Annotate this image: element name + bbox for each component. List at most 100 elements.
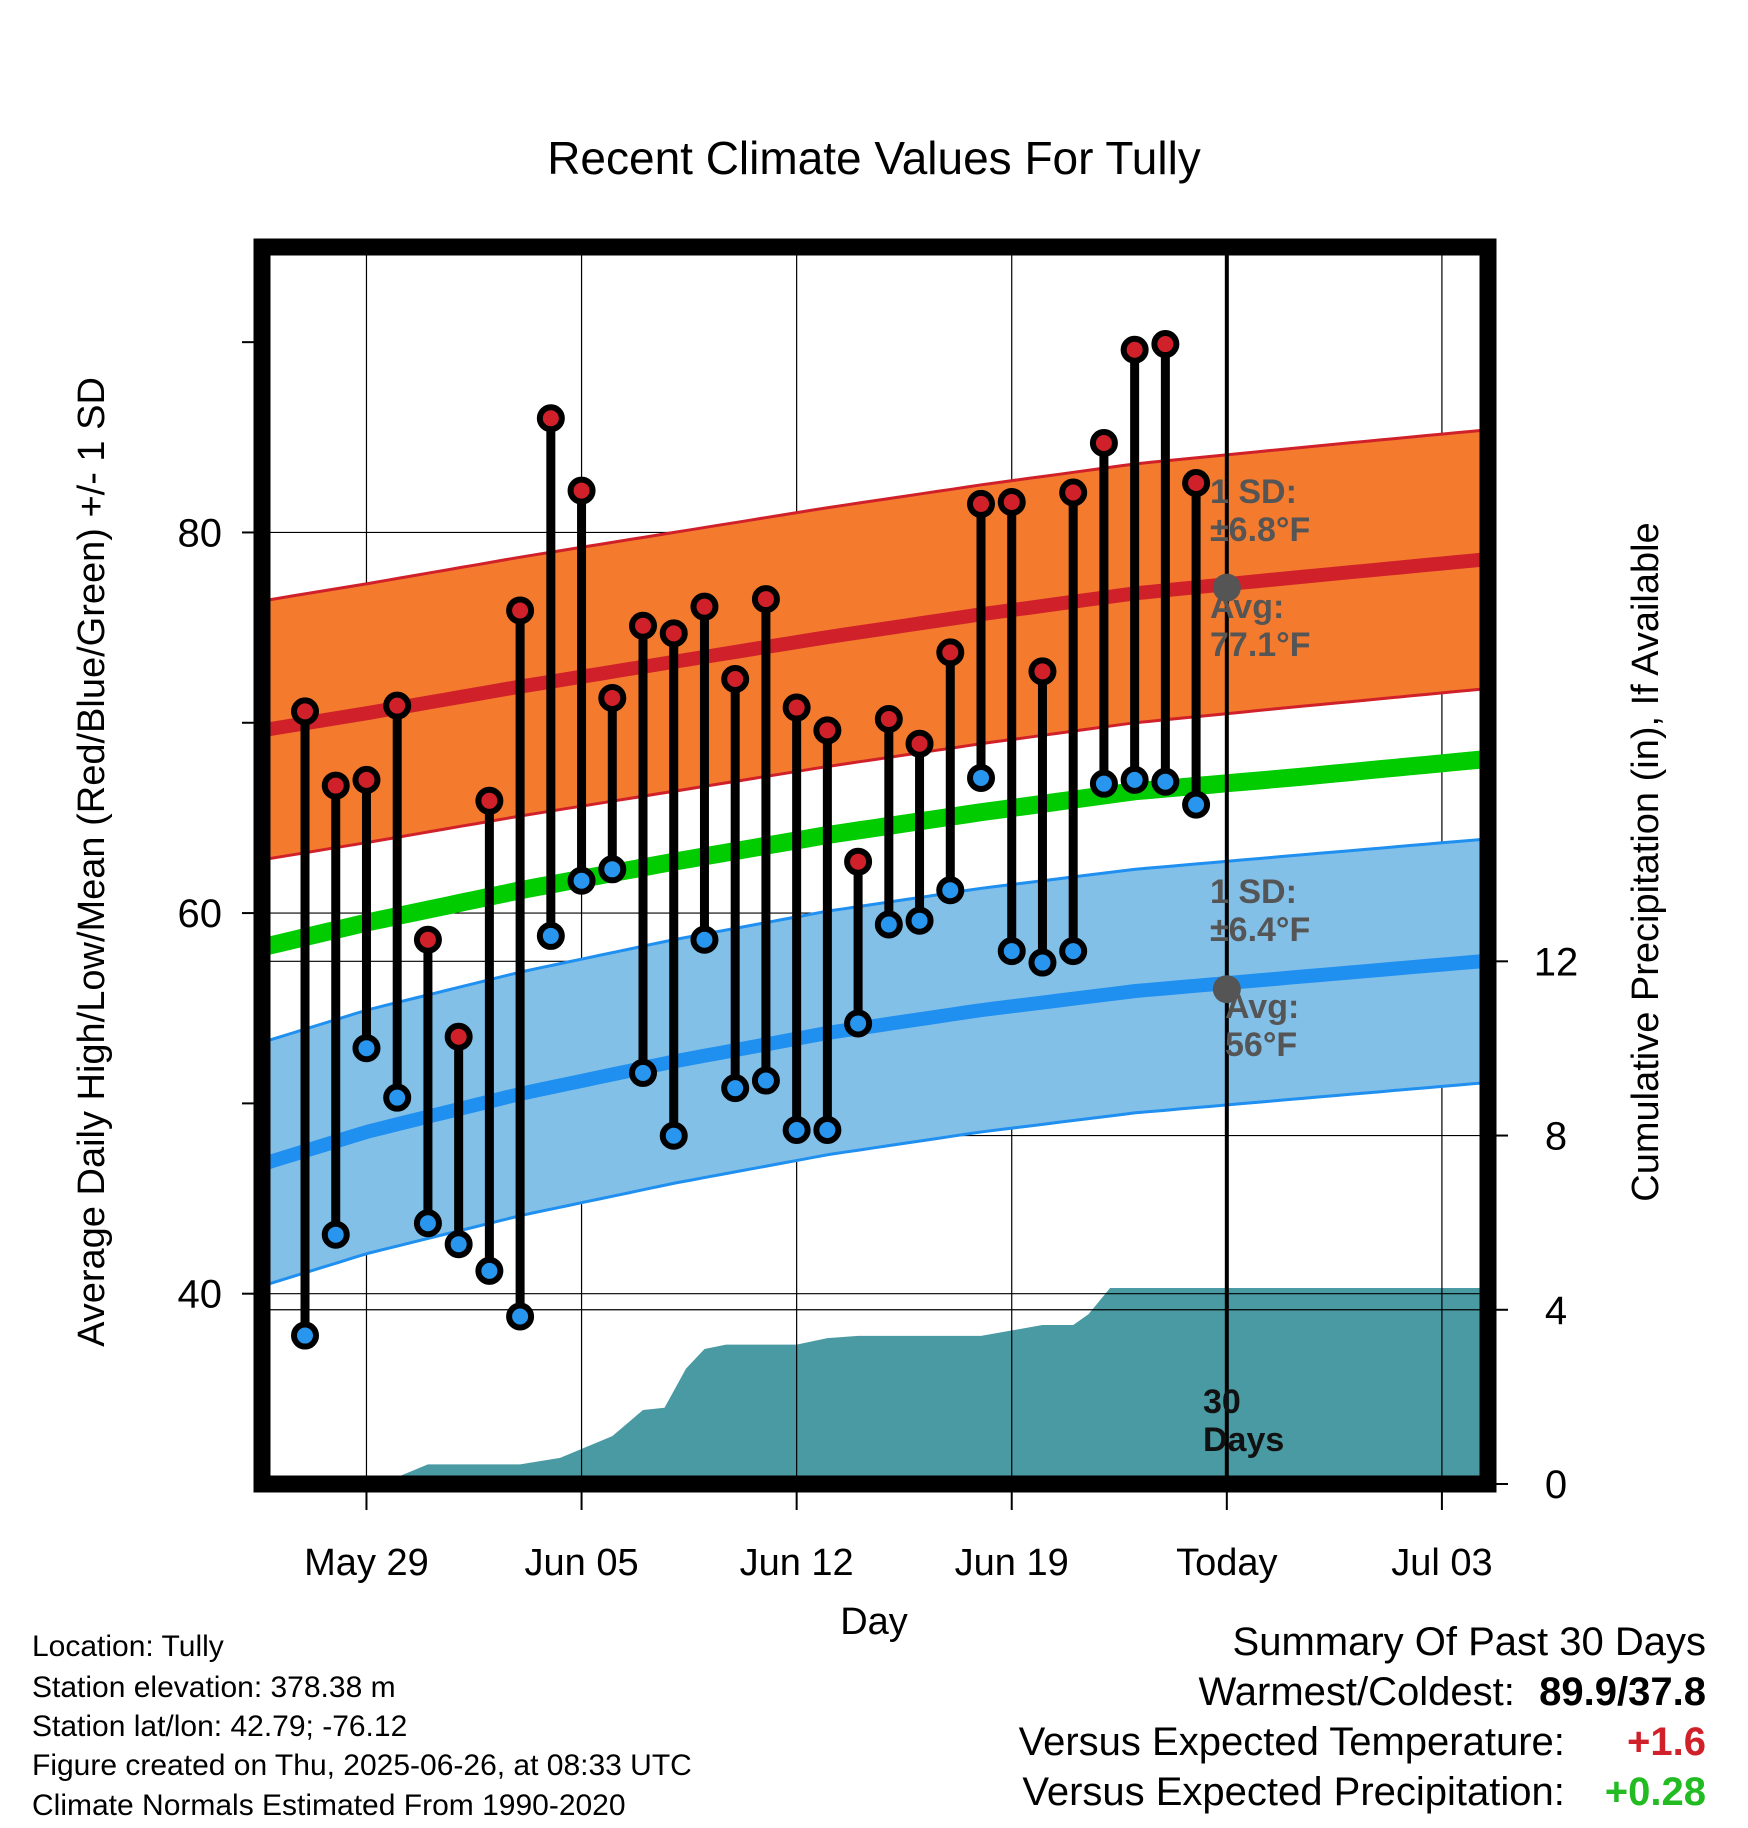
y2-tick-label: 0 [1545,1463,1567,1507]
high-sd-annotation: 1 SD: ±6.8°F [1210,473,1310,549]
daily-low-point [444,1230,473,1259]
y2-tick-label: 4 [1545,1289,1567,1333]
daily-low-point [321,1220,350,1249]
y2-axis-label: Cumulative Precipitation (in), If Availa… [1625,522,1667,1201]
high-normal-lower-edge [262,687,1488,862]
daily-high-point [967,489,996,518]
daily-high-point [291,697,320,726]
x-axis-label: Day [840,1601,908,1643]
summary-precip: Versus Expected Precipitation: +0.28 [1022,1770,1706,1815]
y-tick-label: 40 [178,1273,223,1317]
temp-value: +1.6 [1627,1720,1706,1764]
summary-warm-cold: Warmest/Coldest: 89.9/37.8 [1199,1670,1707,1715]
high-avg-annotation: Avg: 77.1°F [1210,588,1311,664]
daily-low-point [659,1121,688,1150]
plot-content: 1 SD: ±6.8°F Avg: 77.1°F 1 SD: ±6.4°F Avg: 56°F… [262,247,1488,1484]
daily-low-point [506,1302,535,1331]
high-normal-band [262,429,1488,860]
daily-low-point [413,1209,442,1238]
x-tick-label: Jul 03 [1391,1542,1492,1584]
daily-low-point [291,1321,320,1350]
chart-title: Recent Climate Values For Tully [547,132,1201,184]
warm-cold-label: Warmest/Coldest: [1198,1670,1515,1714]
high-normal-mean-line [262,552,1488,738]
y-tick-label: 80 [178,511,223,555]
daily-high-point [1089,429,1118,458]
daily-low-point [997,937,1026,966]
temp-label: Versus Expected Temperature: [1018,1720,1565,1764]
daily-high-point [1120,335,1149,364]
daily-high-point [1182,468,1211,497]
daily-high-point [1028,657,1057,686]
daily-high-point [536,404,565,433]
daily-low-point [967,763,996,792]
daily-high-point [844,847,873,876]
daily-low-point [567,866,596,895]
daily-high-point [905,729,934,758]
footer-latlon: Station lat/lon: 42.79; -76.12 [32,1710,408,1743]
daily-low-point [690,925,719,954]
daily-high-point [1151,330,1180,359]
daily-low-point [874,910,903,939]
today-high-avg-marker [1212,573,1241,602]
footer-elevation: Station elevation: 378.38 m [32,1671,396,1704]
daily-high-point [813,716,842,745]
daily-low-point [1089,769,1118,798]
daily-high-point [506,596,535,625]
daily-high-point [352,765,381,794]
x-tick-label: Jun 05 [525,1542,639,1584]
daily-high-point [321,771,350,800]
footer-created: Figure created on Thu, 2025-06-26, at 08… [32,1749,692,1782]
today-window-annotation: 30 Days [1203,1383,1284,1459]
x-tick-label: Jun 12 [740,1542,854,1584]
low-normal-band [262,838,1488,1287]
plot-area: 1 SD: ±6.8°F Avg: 77.1°F 1 SD: ±6.4°F Avg: 56°F… [178,238,1579,1584]
daily-high-point [444,1022,473,1051]
daily-low-point [905,906,934,935]
daily-high-point [751,585,780,614]
daily-low-point [1182,790,1211,819]
daily-high-point [721,664,750,693]
footer-normals: Climate Normals Estimated From 1990-2020 [32,1789,626,1822]
daily-high-point [413,925,442,954]
plot-frame [253,238,1497,1493]
low-avg-annotation: Avg: 56°F [1225,988,1299,1064]
low-sd-annotation: 1 SD: ±6.4°F [1210,873,1310,949]
y-axis-label: Average Daily High/Low/Mean (Red/Blue/Gr… [71,377,113,1347]
daily-high-point [383,691,412,720]
low-normal-mean-line [262,953,1488,1171]
daily-high-point [629,611,658,640]
daily-low-point [598,855,627,884]
daily-low-point [1120,765,1149,794]
daily-high-point [782,693,811,722]
daily-low-point [1028,948,1057,977]
daily-high-point [659,619,688,648]
daily-low-point [813,1116,842,1145]
x-tick-label: Jun 19 [955,1542,1069,1584]
daily-high-point [874,704,903,733]
daily-low-point [536,921,565,950]
warm-cold-value: 89.9/37.8 [1539,1670,1706,1714]
daily-high-point [936,638,965,667]
daily-low-point [936,876,965,905]
daily-low-point [782,1116,811,1145]
daily-low-point [844,1009,873,1038]
daily-high-point [598,684,627,713]
daily-low-point [629,1058,658,1087]
precip-label: Versus Expected Precipitation: [1022,1770,1565,1814]
y-tick-label: 60 [178,892,223,936]
high-normal-upper-edge [262,428,1488,603]
today-low-avg-marker [1212,975,1241,1004]
y2-tick-label: 12 [1534,940,1579,984]
daily-high-point [997,488,1026,517]
summary-temp: Versus Expected Temperature: +1.6 [1019,1720,1706,1765]
precip-value: +0.28 [1604,1770,1706,1814]
x-tick-label: May 29 [304,1542,429,1584]
daily-low-point [1059,937,1088,966]
daily-high-point [690,592,719,621]
summary-title: Summary Of Past 30 Days [1232,1620,1706,1664]
low-normal-lower-edge [262,1081,1488,1288]
daily-high-point [475,786,504,815]
daily-low-point [721,1074,750,1103]
